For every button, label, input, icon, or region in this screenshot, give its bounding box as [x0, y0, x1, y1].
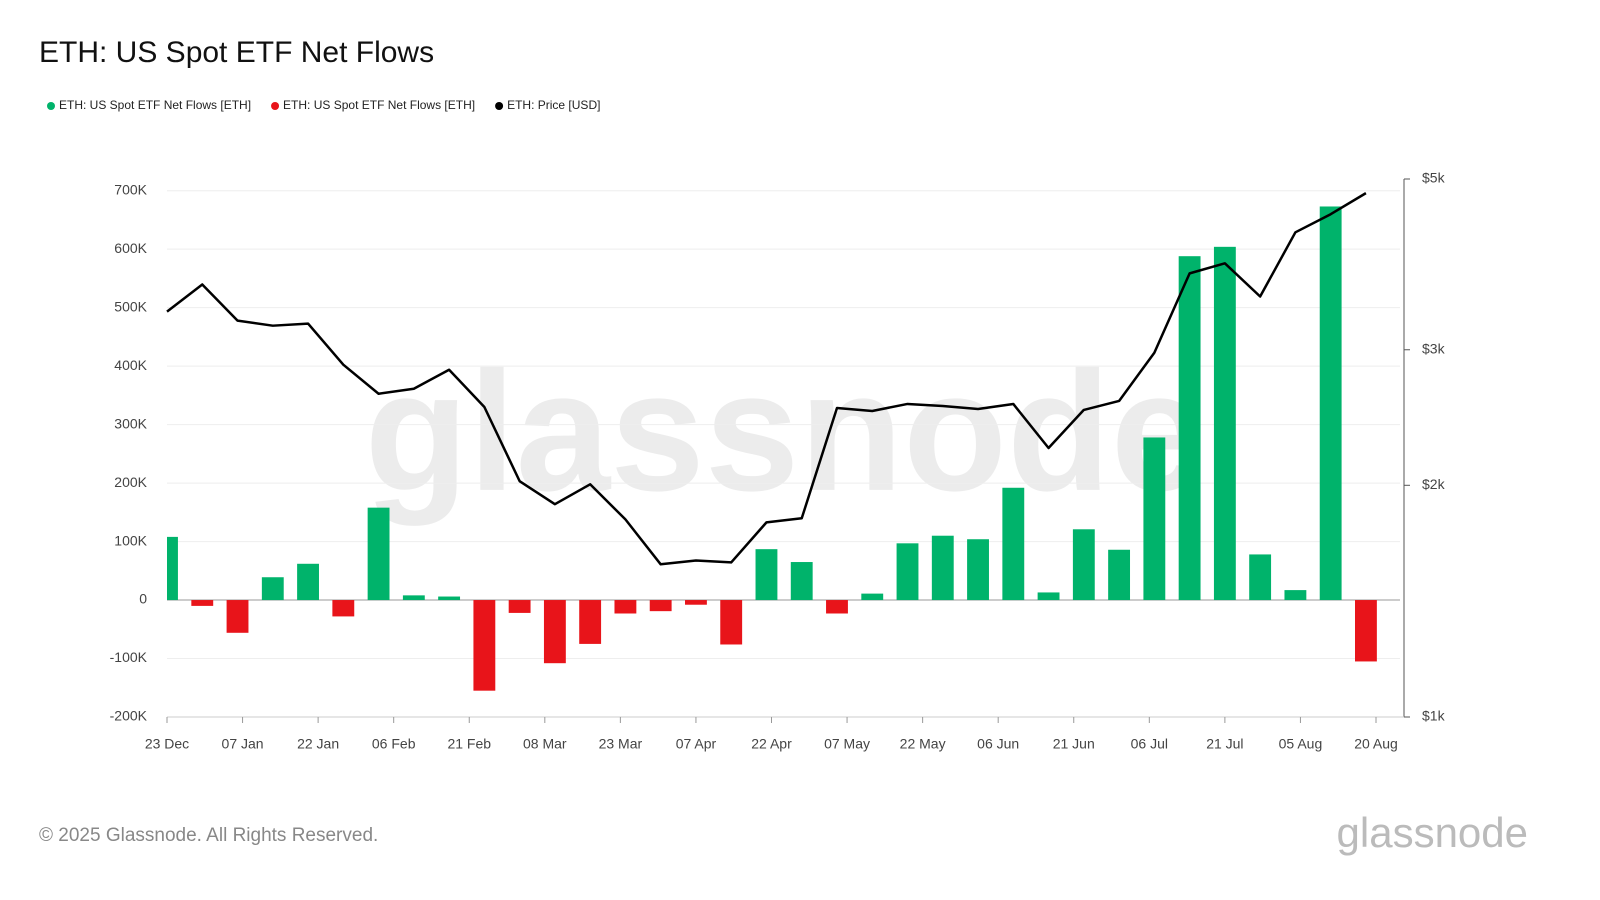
- bar: [896, 543, 919, 601]
- x-tick-label: 06 Feb: [372, 736, 416, 752]
- bar: [1319, 206, 1342, 601]
- bar: [367, 507, 390, 601]
- x-tick-label: 05 Aug: [1279, 736, 1323, 752]
- watermark: glassnode: [365, 337, 1206, 527]
- x-tick-label: 06 Jul: [1131, 736, 1168, 752]
- chart-title: ETH: US Spot ETF Net Flows: [39, 36, 434, 69]
- y2-tick-label: $1k: [1422, 708, 1446, 724]
- y-tick-label: -200K: [110, 708, 148, 724]
- bar: [931, 535, 954, 601]
- legend-label: ETH: US Spot ETF Net Flows [ETH]: [283, 98, 475, 112]
- y-tick-label: 600K: [114, 240, 147, 256]
- price-line: [166, 192, 1367, 566]
- legend-label: ETH: US Spot ETF Net Flows [ETH]: [59, 98, 251, 112]
- bar: [967, 539, 989, 601]
- x-tick-label: 21 Feb: [447, 736, 491, 752]
- bar: [332, 600, 355, 617]
- x-tick-label: 07 May: [824, 736, 870, 752]
- x-tick-label: 23 Mar: [599, 736, 643, 752]
- bar: [473, 600, 496, 691]
- x-tick-label: 07 Jan: [222, 736, 264, 752]
- bar: [402, 595, 425, 601]
- legend-label: ETH: Price [USD]: [507, 98, 600, 112]
- legend-marker: [271, 102, 280, 110]
- legend-marker: [495, 102, 504, 110]
- bar: [1002, 487, 1025, 601]
- legend-marker: [47, 102, 55, 110]
- y-tick-label: 700K: [114, 181, 147, 197]
- bar: [685, 600, 707, 605]
- x-tick-label: 08 Mar: [523, 736, 567, 752]
- bar: [1178, 256, 1201, 601]
- y-tick-label: 200K: [114, 474, 147, 490]
- bar: [167, 536, 178, 601]
- bar: [790, 562, 813, 601]
- bar: [508, 600, 531, 613]
- bar: [261, 577, 284, 601]
- x-tick-label: 21 Jun: [1053, 736, 1095, 752]
- bar: [543, 600, 566, 664]
- bar: [1072, 529, 1095, 601]
- y2-tick-label: $3k: [1422, 340, 1446, 356]
- bar: [1143, 437, 1166, 601]
- bar: [1108, 549, 1131, 601]
- x-tick-label: 21 Jul: [1206, 736, 1243, 752]
- bar: [649, 600, 672, 612]
- y-tick-label: 300K: [114, 415, 147, 431]
- bar: [297, 563, 319, 601]
- bar: [1354, 600, 1377, 662]
- footer: © 2025 Glassnode. All Rights Reserved.: [39, 825, 378, 846]
- y-tick-label: 100K: [114, 532, 147, 548]
- y2-tick-label: $5k: [1422, 170, 1446, 186]
- bar: [755, 549, 778, 601]
- bar: [579, 600, 602, 644]
- y2-tick-label: $2k: [1422, 476, 1446, 492]
- bar: [861, 593, 884, 601]
- logo: glassnode: [1337, 809, 1528, 856]
- bar: [1037, 592, 1060, 601]
- y-tick-label: 500K: [114, 298, 147, 314]
- x-tick-label: 22 May: [900, 736, 946, 752]
- y-tick-label: 0: [139, 591, 147, 607]
- y-tick-label: -100K: [110, 649, 148, 665]
- y-tick-label: 400K: [114, 357, 147, 373]
- bar: [826, 600, 848, 614]
- x-tick-label: 07 Apr: [676, 736, 717, 752]
- bar: [614, 600, 637, 614]
- x-tick-label: 20 Aug: [1354, 736, 1398, 752]
- bar: [1213, 246, 1236, 601]
- bar: [720, 600, 743, 645]
- bar: [1284, 590, 1307, 601]
- x-tick-label: 23 Dec: [145, 736, 189, 752]
- x-tick-label: 22 Jan: [297, 736, 339, 752]
- x-tick-label: 22 Apr: [751, 736, 792, 752]
- bar: [191, 600, 214, 606]
- bar: [226, 600, 249, 633]
- x-tick-label: 06 Jun: [977, 736, 1019, 752]
- bar: [438, 596, 461, 601]
- bar: [1249, 554, 1272, 601]
